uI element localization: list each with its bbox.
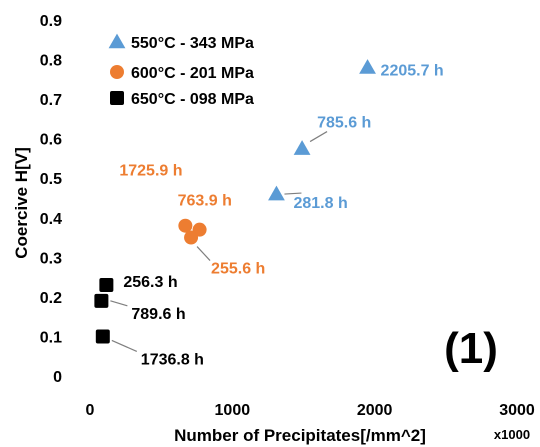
- data-point-square: [94, 293, 109, 308]
- legend-entry: 550°C - 343 MPa: [131, 35, 254, 52]
- data-label: 1725.9 h: [119, 163, 182, 180]
- data-point-circle: [178, 218, 193, 233]
- data-label: 1736.8 h: [141, 351, 204, 368]
- data-point-triangle: [293, 140, 311, 155]
- callout-line: [284, 192, 302, 195]
- data-point-square: [95, 329, 110, 344]
- y-tick-label: 0.8: [40, 53, 62, 70]
- y-tick-label: 0.5: [40, 171, 62, 188]
- data-labels: 2205.7 h 785.6 h 281.8 h 1725.9 h 763.9 h 255…: [119, 62, 443, 368]
- data-point-triangle: [359, 59, 376, 74]
- y-tick-label: 0.1: [40, 329, 62, 346]
- legend-entry: 650°C - 098 MPa: [131, 91, 254, 108]
- callout-line: [309, 131, 328, 143]
- x-tick-label: 0: [86, 402, 95, 419]
- data-point-circle: [184, 230, 199, 245]
- data-label: 2205.7 h: [381, 62, 444, 79]
- y-tick-label: 0.9: [40, 13, 62, 30]
- x-axis-multiplier: x1000: [494, 427, 530, 442]
- legend: 550°C - 343 MPa 600°C - 201 MPa 650°C - 09…: [108, 33, 254, 108]
- y-tick-label: 0.2: [40, 290, 62, 307]
- y-tick-label: 0: [53, 369, 62, 386]
- data-label: 763.9 h: [178, 193, 232, 210]
- data-label: 255.6 h: [211, 261, 265, 278]
- x-axis-ticks: 0 1000 2000 3000: [86, 402, 535, 419]
- callout-line: [110, 300, 128, 307]
- legend-marker-circle: [110, 65, 124, 79]
- x-tick-label: 3000: [499, 402, 535, 419]
- y-tick-label: 0.6: [40, 132, 62, 149]
- y-axis-ticks: 0 0.1 0.2 0.3 0.4 0.5 0.6 0.7 0.8 0.9: [40, 13, 62, 386]
- x-axis-label: Number of Precipitates[/mm^2]: [174, 426, 426, 445]
- callout-line: [196, 246, 211, 261]
- y-tick-label: 0.4: [40, 211, 62, 228]
- callout-lines: [110, 131, 328, 352]
- legend-marker-triangle: [108, 33, 126, 49]
- legend-marker-square: [110, 91, 124, 105]
- panel-label: (1): [444, 324, 498, 373]
- x-tick-label: 1000: [215, 402, 251, 419]
- y-tick-label: 0.3: [40, 250, 62, 267]
- data-point-triangle: [268, 185, 285, 201]
- y-axis-label: Coercive H[V]: [12, 147, 31, 258]
- data-points: [94, 59, 376, 344]
- x-tick-label: 2000: [357, 402, 393, 419]
- y-tick-label: 0.7: [40, 92, 62, 109]
- data-point-square: [99, 278, 114, 293]
- data-label: 256.3 h: [123, 274, 177, 291]
- data-label: 281.8 h: [293, 195, 347, 212]
- callout-line: [111, 339, 138, 352]
- legend-entry: 600°C - 201 MPa: [131, 65, 254, 82]
- data-label: 785.6 h: [317, 115, 371, 132]
- data-label: 789.6 h: [131, 306, 185, 323]
